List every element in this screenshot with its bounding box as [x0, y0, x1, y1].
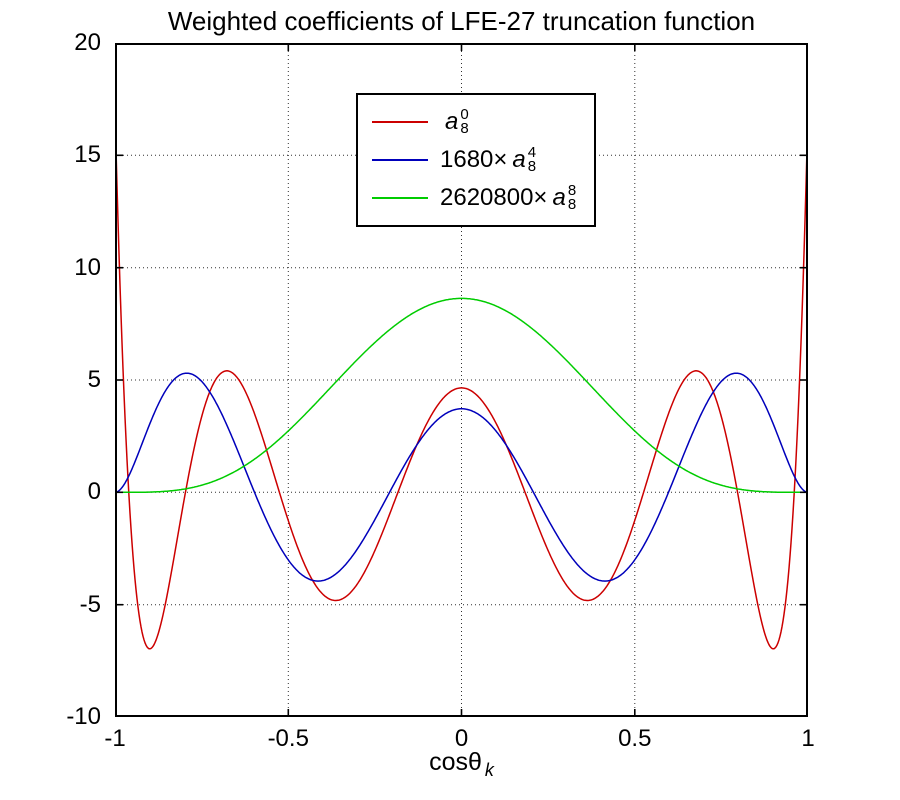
- x-axis-label-text: cos: [429, 748, 468, 776]
- x-tick-label: 0.5: [618, 725, 652, 752]
- legend-label-superscript: 4: [527, 144, 537, 161]
- x-tick-label: -1: [104, 725, 126, 752]
- legend-item: 2620800× a 8 8: [372, 179, 576, 217]
- y-tick-label: 0: [87, 478, 101, 506]
- legend-label-variable: a: [552, 184, 566, 211]
- legend-label-superscript: 0: [460, 106, 469, 123]
- y-tick-label: 10: [74, 253, 101, 281]
- x-tick-label: 0: [454, 725, 469, 752]
- chart-title: Weighted coefficients of LFE-27 truncati…: [167, 6, 756, 36]
- y-tick-label: 5: [87, 366, 101, 393]
- y-tick-label: -10: [66, 703, 101, 730]
- legend-label-subscript: 8: [460, 120, 469, 137]
- legend-label-subscript: 8: [567, 196, 577, 213]
- theta-symbol: θ: [468, 748, 482, 776]
- legend-label-variable: a: [445, 108, 459, 135]
- y-tick-label: 20: [74, 29, 101, 56]
- legend-line-sample: [372, 121, 428, 123]
- x-tick-label: -0.5: [267, 725, 309, 752]
- legend-line-sample: [372, 197, 428, 199]
- legend-item: 1680× a 4 8: [372, 141, 576, 179]
- legend-label-subscript: 8: [527, 158, 537, 175]
- y-tick-label: 15: [74, 141, 101, 169]
- x-tick-label: 1: [801, 725, 815, 752]
- legend-label-variable: a: [512, 146, 526, 173]
- legend-label-superscript: 8: [567, 182, 577, 199]
- legend[interactable]: a 0 8 1680× a 4 8 2620800× a 8 8: [356, 93, 597, 227]
- legend-label: 1680× a 4 8: [440, 144, 537, 175]
- plot-canvas: [115, 43, 808, 717]
- y-tick-label: -5: [79, 590, 101, 618]
- x-axis-label: cosθ k: [115, 748, 808, 780]
- x-axis-label-subscript: k: [484, 760, 494, 780]
- legend-label: 2620800× a 8 8: [440, 182, 577, 213]
- legend-label-prefix: 1680×: [440, 146, 508, 173]
- legend-line-sample: [372, 159, 428, 161]
- legend-label-prefix: 2620800×: [440, 184, 548, 211]
